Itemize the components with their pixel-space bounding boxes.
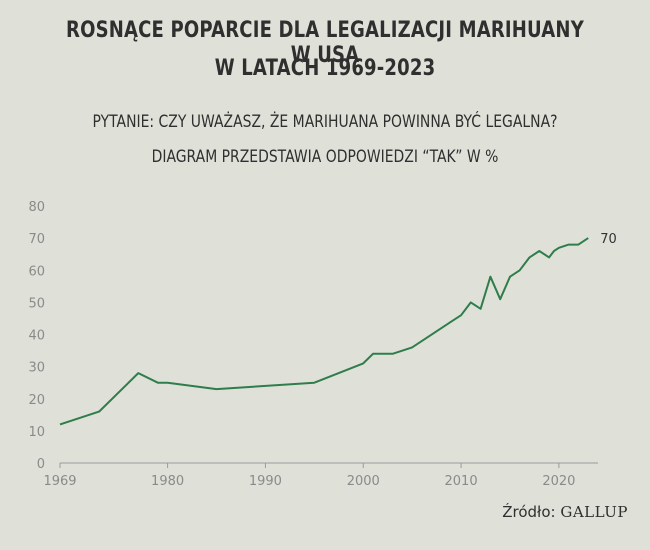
source-label: Źródło: — [502, 503, 556, 521]
y-tick-label: 50 — [28, 296, 45, 311]
x-tick-label: 1990 — [249, 474, 282, 489]
chart-title-line-1: ROSNĄCE POPARCIE DLA LEGALIZACJI MARIHUA… — [66, 18, 584, 68]
y-tick-label: 0 — [37, 457, 45, 472]
end-value-label: 70 — [600, 232, 617, 247]
y-tick-label: 10 — [28, 425, 45, 440]
series-line — [59, 237, 589, 426]
y-tick-label: 20 — [28, 393, 45, 408]
chart-subtitle-description: DIAGRAM PRZEDSTAWIA ODPOWIEDZI “TAK” W % — [151, 147, 499, 167]
y-tick-label: 30 — [28, 361, 45, 376]
y-axis: 0 10 20 30 40 50 60 70 80 — [28, 200, 45, 472]
x-axis: 1969 1980 1990 2000 2010 2020 — [43, 463, 575, 489]
source-attribution: Źródło: GALLUP — [502, 503, 628, 521]
x-tick-label: 1980 — [151, 474, 184, 489]
x-tick-label: 2010 — [445, 474, 478, 489]
source-name: GALLUP — [560, 503, 628, 521]
y-tick-label: 80 — [28, 200, 45, 215]
x-tick-label: 2000 — [347, 474, 380, 489]
chart-subtitle-question: PYTANIE: CZY UWAŻASZ, ŻE MARIHUANA POWIN… — [92, 112, 558, 132]
x-tick-label: 1969 — [43, 474, 76, 489]
x-tick-label: 2020 — [542, 474, 575, 489]
y-tick-label: 60 — [28, 264, 45, 279]
y-tick-label: 70 — [28, 232, 45, 247]
series-group — [59, 237, 589, 426]
y-tick-label: 40 — [28, 329, 45, 344]
chart-title-line-2: W LATACH 1969-2023 — [214, 56, 436, 81]
